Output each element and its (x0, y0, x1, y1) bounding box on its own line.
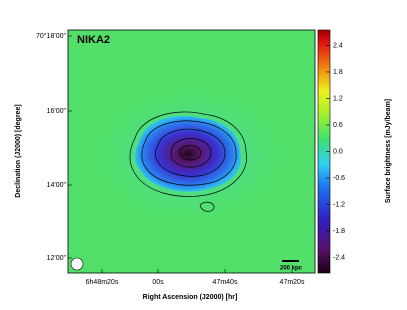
x-tick-label: 6h48m20s (86, 279, 119, 286)
beam (70, 257, 84, 271)
colorbar-tick-label: 0.0 (333, 148, 343, 155)
colorbar-tick-label: 1.2 (333, 95, 343, 102)
y-axis-label: Declination (J2000) [degree] (15, 104, 22, 197)
colorbar-tick-label: -1.2 (333, 201, 345, 208)
map-title: NIKA2 (77, 34, 110, 46)
colorbar-label: Surface brightness [mJy/beam] (385, 99, 392, 203)
colorbar-tick-label: 0.6 (333, 122, 343, 129)
contours (129, 111, 247, 212)
x-axis-label: Right Ascension (J2000) [hr] (143, 294, 238, 301)
x-tick-label: 47m40s (213, 279, 238, 286)
x-tick-label: 47m20s (280, 279, 305, 286)
frame (67, 29, 316, 274)
y-tick-label: 70°18'00" (36, 32, 66, 40)
map: 200 kpc NIKA2 (67, 29, 316, 274)
colorbar-tick-label: -2.4 (333, 254, 345, 261)
y-tick-label: 16'00" (47, 108, 67, 115)
scale-label: 200 kpc (280, 266, 303, 272)
colorbar-tick-label: -0.6 (333, 175, 345, 182)
colorbar-tick-label: 2.4 (333, 42, 343, 49)
colorbar-tick-label: -1.8 (333, 228, 345, 235)
y-tick-label: 12'00" (47, 255, 67, 262)
colorbar-tick-label: 1.8 (333, 69, 343, 76)
x-tick-label: 00s (152, 279, 164, 286)
y-tick-label: 14'00" (47, 182, 67, 189)
cluster (135, 116, 241, 192)
